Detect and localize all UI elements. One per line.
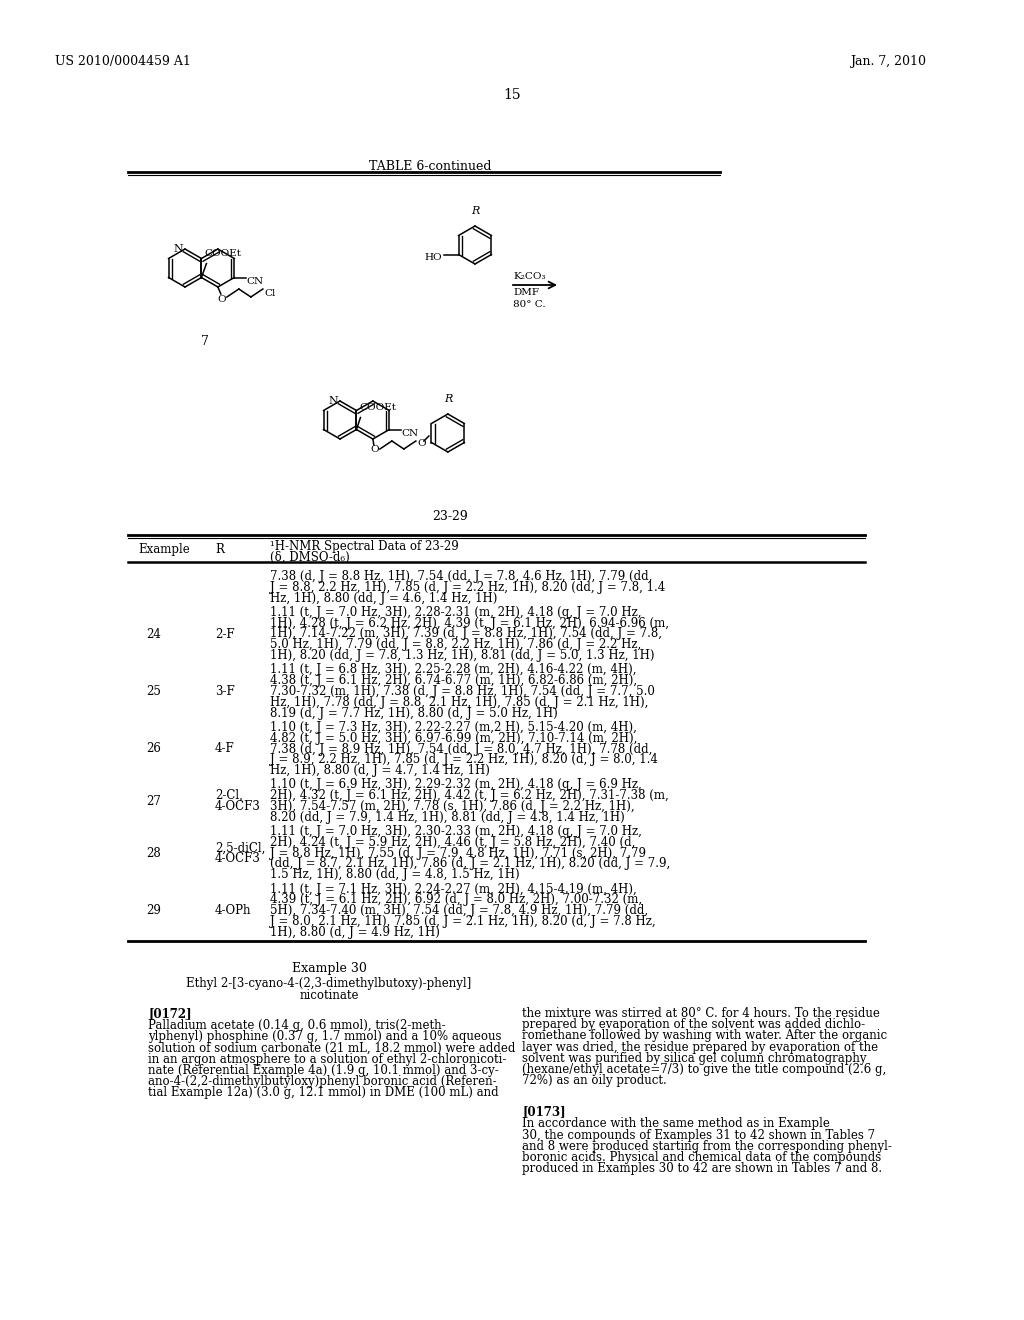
Text: 7.30-7.32 (m, 1H), 7.38 (d, J = 8.8 Hz, 1H), 7.54 (dd, J = 7.7, 5.0: 7.30-7.32 (m, 1H), 7.38 (d, J = 8.8 Hz, … — [270, 685, 655, 698]
Text: 3H), 7.54-7.57 (m, 2H), 7.78 (s, 1H), 7.86 (d, J = 2.2 Hz, 1H),: 3H), 7.54-7.57 (m, 2H), 7.78 (s, 1H), 7.… — [270, 800, 635, 813]
Text: 2H), 4.32 (t, J = 6.1 Hz, 2H), 4.42 (t, J = 6.2 Hz, 2H), 7.31-7.38 (m,: 2H), 4.32 (t, J = 6.1 Hz, 2H), 4.42 (t, … — [270, 789, 669, 803]
Text: 1.11 (t, J = 6.8 Hz, 3H), 2.25-2.28 (m, 2H), 4.16-4.22 (m, 4H),: 1.11 (t, J = 6.8 Hz, 3H), 2.25-2.28 (m, … — [270, 664, 637, 676]
Text: 4.38 (t, J = 6.1 Hz, 2H), 6.74-6.77 (m, 1H), 6.82-6.86 (m, 2H),: 4.38 (t, J = 6.1 Hz, 2H), 6.74-6.77 (m, … — [270, 675, 637, 688]
Text: J = 8.0, 2.1 Hz, 1H), 7.85 (d, J = 2.1 Hz, 1H), 8.20 (d, J = 7.8 Hz,: J = 8.0, 2.1 Hz, 1H), 7.85 (d, J = 2.1 H… — [270, 915, 655, 928]
Text: tial Example 12a) (3.0 g, 12.1 mmol) in DME (100 mL) and: tial Example 12a) (3.0 g, 12.1 mmol) in … — [148, 1086, 499, 1100]
Text: prepared by evaporation of the solvent was added dichlo-: prepared by evaporation of the solvent w… — [522, 1018, 865, 1031]
Text: 1.5 Hz, 1H), 8.80 (dd, J = 4.8, 1.5 Hz, 1H): 1.5 Hz, 1H), 8.80 (dd, J = 4.8, 1.5 Hz, … — [270, 869, 519, 882]
Text: 7.38 (d, J = 8.8 Hz, 1H), 7.54 (dd, J = 7.8, 4.6 Hz, 1H), 7.79 (dd,: 7.38 (d, J = 8.8 Hz, 1H), 7.54 (dd, J = … — [270, 570, 652, 583]
Text: solution of sodium carbonate (21 mL, 18.2 mmol) were added: solution of sodium carbonate (21 mL, 18.… — [148, 1041, 515, 1055]
Text: 1.11 (t, J = 7.0 Hz, 3H), 2.28-2.31 (m, 2H), 4.18 (q, J = 7.0 Hz,: 1.11 (t, J = 7.0 Hz, 3H), 2.28-2.31 (m, … — [270, 606, 641, 619]
Text: 2,5-diCl,: 2,5-diCl, — [215, 841, 265, 854]
Text: 1H), 4.28 (t, J = 6.2 Hz, 2H), 4.39 (t, J = 6.1 Hz, 2H), 6.94-6.96 (m,: 1H), 4.28 (t, J = 6.2 Hz, 2H), 4.39 (t, … — [270, 616, 669, 630]
Text: 7.38 (d, J = 8.9 Hz, 1H), 7.54 (dd, J = 8.0, 4.7 Hz, 1H), 7.78 (dd,: 7.38 (d, J = 8.9 Hz, 1H), 7.54 (dd, J = … — [270, 742, 652, 755]
Text: 5.0 Hz, 1H), 7.79 (dd, J = 8.8, 2.2 Hz, 1H), 7.86 (d, J = 2.2 Hz,: 5.0 Hz, 1H), 7.79 (dd, J = 8.8, 2.2 Hz, … — [270, 639, 641, 651]
Text: 2H), 4.24 (t, J = 5.9 Hz, 2H), 4.46 (t, J = 5.8 Hz, 2H), 7.40 (d,: 2H), 4.24 (t, J = 5.9 Hz, 2H), 4.46 (t, … — [270, 836, 635, 849]
Text: 4-OPh: 4-OPh — [215, 904, 252, 917]
Text: boronic acids. Physical and chemical data of the compounds: boronic acids. Physical and chemical dat… — [522, 1151, 882, 1164]
Text: produced in Examples 30 to 42 are shown in Tables 7 and 8.: produced in Examples 30 to 42 are shown … — [522, 1163, 882, 1175]
Text: 25: 25 — [146, 685, 161, 698]
Text: 2-Cl,: 2-Cl, — [215, 789, 243, 803]
Text: Hz, 1H), 8.80 (d, J = 4.7, 1.4 Hz, 1H): Hz, 1H), 8.80 (d, J = 4.7, 1.4 Hz, 1H) — [270, 764, 489, 777]
Text: 1.11 (t, J = 7.1 Hz, 3H), 2.24-2.27 (m, 2H), 4.15-4.19 (m, 4H),: 1.11 (t, J = 7.1 Hz, 3H), 2.24-2.27 (m, … — [270, 883, 637, 895]
Text: 1.10 (t, J = 6.9 Hz, 3H), 2.29-2.32 (m, 2H), 4.18 (q, J = 6.9 Hz,: 1.10 (t, J = 6.9 Hz, 3H), 2.29-2.32 (m, … — [270, 779, 642, 792]
Text: and 8 were produced starting from the corresponding phenyl-: and 8 were produced starting from the co… — [522, 1140, 892, 1152]
Text: (dd, J = 8.7, 2.1 Hz, 1H), 7.86 (d, J = 2.1 Hz, 1H), 8.20 (dd, J = 7.9,: (dd, J = 8.7, 2.1 Hz, 1H), 7.86 (d, J = … — [270, 858, 671, 870]
Text: 1.11 (t, J = 7.0 Hz, 3H), 2.30-2.33 (m, 2H), 4.18 (q, J = 7.0 Hz,: 1.11 (t, J = 7.0 Hz, 3H), 2.30-2.33 (m, … — [270, 825, 642, 838]
Text: nicotinate: nicotinate — [299, 989, 358, 1002]
Text: ¹H-NMR Spectral Data of 23-29: ¹H-NMR Spectral Data of 23-29 — [270, 540, 459, 553]
Text: 4-OCF3: 4-OCF3 — [215, 800, 261, 813]
Text: 4-F: 4-F — [215, 742, 234, 755]
Text: 1H), 8.20 (dd, J = 7.8, 1.3 Hz, 1H), 8.81 (dd, J = 5.0, 1.3 Hz, 1H): 1H), 8.20 (dd, J = 7.8, 1.3 Hz, 1H), 8.8… — [270, 649, 654, 663]
Text: Jan. 7, 2010: Jan. 7, 2010 — [850, 55, 926, 69]
Text: CN: CN — [247, 277, 263, 286]
Text: 29: 29 — [146, 904, 161, 917]
Text: O: O — [217, 294, 226, 304]
Text: layer was dried, the residue prepared by evaporation of the: layer was dried, the residue prepared by… — [522, 1040, 879, 1053]
Text: J = 8.8 Hz, 1H), 7.55 (d, J = 7.9, 4.8 Hz, 1H), 7.71 (s, 2H), 7.79: J = 8.8 Hz, 1H), 7.55 (d, J = 7.9, 4.8 H… — [270, 846, 646, 859]
Text: HO: HO — [425, 253, 442, 261]
Text: Example 30: Example 30 — [292, 962, 367, 975]
Text: Hz, 1H), 7.78 (dd, J = 8.8, 2.1 Hz, 1H), 7.85 (d, J = 2.1 Hz, 1H),: Hz, 1H), 7.78 (dd, J = 8.8, 2.1 Hz, 1H),… — [270, 696, 648, 709]
Text: 15: 15 — [503, 88, 521, 102]
Text: Palladium acetate (0.14 g, 0.6 mmol), tris(2-meth-: Palladium acetate (0.14 g, 0.6 mmol), tr… — [148, 1019, 445, 1032]
Text: 2-F: 2-F — [215, 627, 234, 640]
Text: 1H), 7.14-7.22 (m, 3H), 7.39 (d, J = 8.8 Hz, 1H), 7.54 (dd, J = 7.8,: 1H), 7.14-7.22 (m, 3H), 7.39 (d, J = 8.8… — [270, 627, 662, 640]
Text: Ethyl 2-[3-cyano-4-(2,3-dimethylbutoxy)-phenyl]: Ethyl 2-[3-cyano-4-(2,3-dimethylbutoxy)-… — [186, 977, 472, 990]
Text: COOEt: COOEt — [205, 248, 242, 257]
Text: COOEt: COOEt — [359, 403, 396, 412]
Text: R: R — [471, 206, 479, 216]
Text: Cl: Cl — [265, 289, 276, 297]
Text: CN: CN — [401, 429, 419, 438]
Text: nate (Referential Example 4a) (1.9 g, 10.1 mmol) and 3-cy-: nate (Referential Example 4a) (1.9 g, 10… — [148, 1064, 499, 1077]
Text: the mixture was stirred at 80° C. for 4 hours. To the residue: the mixture was stirred at 80° C. for 4 … — [522, 1007, 880, 1020]
Text: romethane followed by washing with water. After the organic: romethane followed by washing with water… — [522, 1030, 887, 1043]
Text: 1H), 8.80 (d, J = 4.9 Hz, 1H): 1H), 8.80 (d, J = 4.9 Hz, 1H) — [270, 925, 440, 939]
Text: ano-4-(2,2-dimethylbutyloxy)phenyl boronic acid (Referen-: ano-4-(2,2-dimethylbutyloxy)phenyl boron… — [148, 1074, 497, 1088]
Text: solvent was purified by silica gel column chromatography: solvent was purified by silica gel colum… — [522, 1052, 866, 1065]
Text: 8.19 (d, J = 7.7 Hz, 1H), 8.80 (d, J = 5.0 Hz, 1H): 8.19 (d, J = 7.7 Hz, 1H), 8.80 (d, J = 5… — [270, 706, 558, 719]
Text: 4-OCF3: 4-OCF3 — [215, 853, 261, 865]
Text: ylphenyl) phosphine (0.37 g, 1.7 mmol) and a 10% aqueous: ylphenyl) phosphine (0.37 g, 1.7 mmol) a… — [148, 1031, 502, 1043]
Text: TABLE 6-continued: TABLE 6-continued — [369, 160, 492, 173]
Text: [0172]: [0172] — [148, 1007, 191, 1020]
Text: R: R — [443, 393, 452, 404]
Text: O: O — [371, 446, 379, 454]
Text: Example: Example — [138, 543, 189, 556]
Text: 26: 26 — [146, 742, 161, 755]
Text: Hz, 1H), 8.80 (dd, J = 4.6, 1.4 Hz, 1H): Hz, 1H), 8.80 (dd, J = 4.6, 1.4 Hz, 1H) — [270, 591, 498, 605]
Text: (hexane/ethyl acetate=7/3) to give the title compound (2.6 g,: (hexane/ethyl acetate=7/3) to give the t… — [522, 1063, 886, 1076]
Text: 80° C.: 80° C. — [513, 300, 546, 309]
Text: 28: 28 — [146, 846, 161, 859]
Text: (δ, DMSO-d₆): (δ, DMSO-d₆) — [270, 550, 350, 564]
Text: N: N — [173, 244, 183, 253]
Text: [0173]: [0173] — [522, 1106, 565, 1118]
Text: 1.10 (t, J = 7.3 Hz, 3H), 2.22-2.27 (m,2 H), 5.15-4.20 (m, 4H),: 1.10 (t, J = 7.3 Hz, 3H), 2.22-2.27 (m,2… — [270, 721, 637, 734]
Text: US 2010/0004459 A1: US 2010/0004459 A1 — [55, 55, 190, 69]
Text: K₂CO₃: K₂CO₃ — [513, 272, 546, 281]
Text: 27: 27 — [146, 795, 161, 808]
Text: 3-F: 3-F — [215, 685, 234, 698]
Text: 30, the compounds of Examples 31 to 42 shown in Tables 7: 30, the compounds of Examples 31 to 42 s… — [522, 1129, 876, 1142]
Text: N: N — [328, 396, 338, 407]
Text: in an argon atmosphere to a solution of ethyl 2-chloronicoti-: in an argon atmosphere to a solution of … — [148, 1053, 507, 1065]
Text: 24: 24 — [146, 627, 161, 640]
Text: 8.20 (dd, J = 7.9, 1.4 Hz, 1H), 8.81 (dd, J = 4.8, 1.4 Hz, 1H): 8.20 (dd, J = 7.9, 1.4 Hz, 1H), 8.81 (dd… — [270, 810, 625, 824]
Text: 7: 7 — [201, 335, 209, 348]
Text: 5H), 7.34-7.40 (m, 3H), 7.54 (dd, J = 7.8, 4.9 Hz, 1H), 7.79 (dd,: 5H), 7.34-7.40 (m, 3H), 7.54 (dd, J = 7.… — [270, 904, 648, 917]
Text: 23-29: 23-29 — [432, 510, 468, 523]
Text: O: O — [418, 440, 426, 449]
Text: 72%) as an oily product.: 72%) as an oily product. — [522, 1074, 667, 1088]
Text: 4.82 (t, J = 5.0 Hz, 3H), 6.97-6.99 (m, 2H), 7.10-7.14 (m, 2H),: 4.82 (t, J = 5.0 Hz, 3H), 6.97-6.99 (m, … — [270, 731, 637, 744]
Text: DMF: DMF — [513, 288, 539, 297]
Text: R: R — [215, 543, 224, 556]
Text: In accordance with the same method as in Example: In accordance with the same method as in… — [522, 1118, 829, 1130]
Text: J = 8.8, 2.2 Hz, 1H), 7.85 (d, J = 2.2 Hz, 1H), 8.20 (dd, J = 7.8, 1.4: J = 8.8, 2.2 Hz, 1H), 7.85 (d, J = 2.2 H… — [270, 581, 666, 594]
Text: J = 8.9, 2.2 Hz, 1H), 7.85 (d, J = 2.2 Hz, 1H), 8.20 (d, J = 8.0, 1.4: J = 8.9, 2.2 Hz, 1H), 7.85 (d, J = 2.2 H… — [270, 754, 657, 767]
Text: 4.39 (t, J = 6.1 Hz, 2H), 6.92 (d, J = 8.0 Hz, 2H), 7.00-7.32 (m,: 4.39 (t, J = 6.1 Hz, 2H), 6.92 (d, J = 8… — [270, 894, 642, 907]
